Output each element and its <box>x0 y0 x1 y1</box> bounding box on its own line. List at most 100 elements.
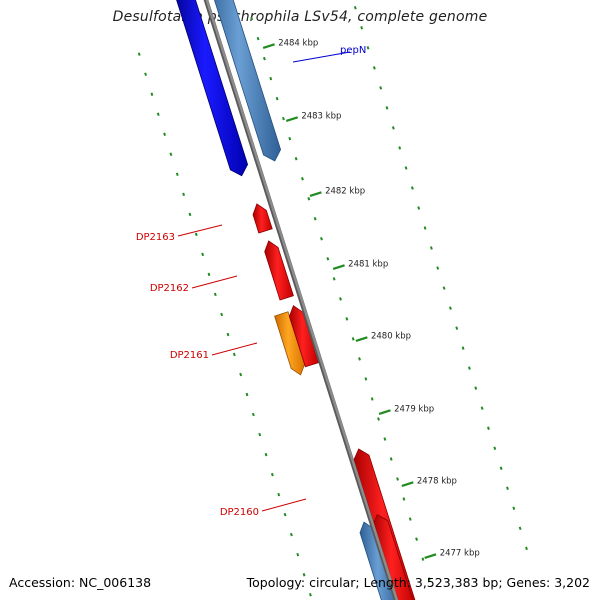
DP2161-feature <box>288 305 320 368</box>
guide-dash <box>163 132 167 136</box>
gene-labels: pepN DP2163 DP2162 DP2161 DP2160 <box>136 45 367 518</box>
guide-dash <box>449 306 452 310</box>
guide-dash <box>415 537 418 541</box>
guide-dash <box>493 446 497 450</box>
guide-dash <box>150 92 154 96</box>
neighbor-feature-top <box>213 0 282 162</box>
leader-line-pepN <box>292 51 351 63</box>
guide-dash <box>250 16 254 21</box>
guide-dash <box>525 546 528 551</box>
leader-line-DP2162 <box>191 275 238 289</box>
tick-label: 2478 kbp <box>417 476 457 486</box>
guide-dash <box>353 6 357 10</box>
guide-dash <box>213 292 217 297</box>
guide-dash <box>461 346 465 350</box>
guide-dash <box>283 512 287 517</box>
guide-dash <box>360 26 364 30</box>
leader-line-DP2161 <box>211 342 258 356</box>
guide-dash <box>385 106 389 110</box>
guide-dash <box>370 397 374 401</box>
guide-dash <box>442 286 446 290</box>
guide-dash <box>518 526 522 531</box>
guide-dash <box>358 357 361 361</box>
tick-label: 2480 kbp <box>371 331 411 341</box>
guide-dash <box>345 317 349 321</box>
guide-dash <box>366 46 370 50</box>
genome-backbone <box>203 0 399 600</box>
guide-dash <box>302 572 306 577</box>
guide-dash <box>301 176 304 181</box>
guide-dash <box>264 452 268 457</box>
guide-dash <box>383 437 387 441</box>
guide-dash <box>427 577 431 581</box>
guide-dash <box>201 252 205 257</box>
tick-mark <box>401 481 414 487</box>
guide-dash <box>332 277 336 281</box>
DP2162-feature <box>264 240 294 301</box>
guide-dash <box>421 557 425 561</box>
guide-dash <box>207 272 211 277</box>
tick-mark <box>262 43 275 49</box>
guide-dash <box>339 297 342 301</box>
guide-dash <box>258 432 262 437</box>
guide-dash <box>256 36 260 41</box>
guide-dash <box>404 166 408 170</box>
leader-line-DP2163 <box>177 224 223 237</box>
tick-label: 2477 kbp <box>440 548 480 558</box>
tick-mark <box>332 264 345 270</box>
leader-line-DP2160 <box>261 498 307 512</box>
guide-dash <box>309 592 312 597</box>
guide-dash <box>408 517 412 521</box>
guide-dash <box>194 232 198 237</box>
guide-dash <box>512 506 516 511</box>
guide-dash <box>402 497 406 501</box>
guide-dash <box>156 112 160 116</box>
gene-label-DP2162: DP2162 <box>150 283 189 294</box>
gene-label-DP2163: DP2163 <box>136 232 175 243</box>
scale-ticks: 2484 kbp 2483 kbp 2482 kbp 2481 kbp 2480 kbp… <box>262 38 480 559</box>
guide-dash <box>480 406 484 410</box>
guide-dash <box>417 206 421 210</box>
genome-summary-text: Topology: circular; Length: 3,523,383 bp… <box>246 575 590 590</box>
guide-dash <box>239 372 243 377</box>
guide-dash <box>288 136 292 141</box>
tick-mark <box>285 116 299 122</box>
guide-dash <box>269 76 273 81</box>
dotted-guide-rings <box>137 6 528 597</box>
guide-dash <box>506 486 509 491</box>
tick-mark <box>378 409 391 415</box>
guide-dash <box>137 52 141 56</box>
tick-mark <box>424 553 437 559</box>
guide-dash <box>436 266 440 270</box>
backbone-line <box>205 0 399 600</box>
guide-dash <box>364 377 368 381</box>
tick-label: 2482 kbp <box>325 186 365 196</box>
pepN-feature <box>176 0 249 177</box>
tick-label: 2481 kbp <box>348 259 388 269</box>
guide-dash <box>410 186 414 190</box>
guide-dash <box>396 477 399 481</box>
guide-dash <box>429 246 433 250</box>
DP2161-orange-feature <box>274 311 306 376</box>
guide-dash <box>245 392 249 397</box>
guide-dash <box>391 126 395 130</box>
guide-dash <box>188 212 192 217</box>
accession-text: Accession: NC_006138 <box>9 575 152 590</box>
guide-dash <box>289 532 293 537</box>
gene-label-pepN: pepN <box>340 45 366 56</box>
map-title: Desulfotalea psychrophila LSv54, complet… <box>112 9 488 25</box>
guide-dash <box>296 552 300 557</box>
guide-dash <box>377 417 380 421</box>
tick-mark <box>355 336 368 342</box>
tick-label: 2484 kbp <box>278 38 318 48</box>
guide-dash <box>455 326 459 330</box>
guide-dash <box>263 56 266 61</box>
guide-dash <box>351 337 355 341</box>
guide-dash <box>226 332 230 337</box>
guide-dash <box>182 192 186 197</box>
guide-dash <box>307 197 311 201</box>
guide-dash <box>398 146 402 150</box>
tick-mark <box>309 191 322 197</box>
gene-label-DP2160: DP2160 <box>220 507 259 518</box>
